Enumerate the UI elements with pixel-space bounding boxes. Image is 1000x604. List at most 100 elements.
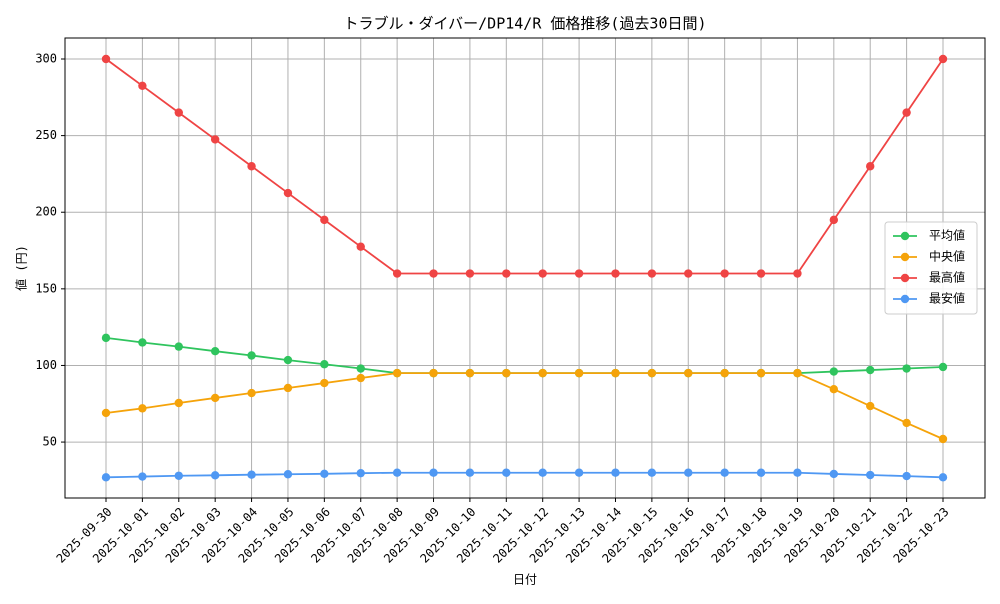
data-point [793, 368, 802, 378]
data-point [320, 469, 329, 478]
series-line [105, 58, 944, 275]
data-point [138, 404, 147, 413]
data-point [210, 135, 220, 144]
legend-label: 中央値 [929, 249, 965, 264]
data-point [866, 162, 875, 171]
y-tick-label: 200 [35, 205, 57, 219]
data-point [938, 434, 948, 444]
data-point [647, 368, 657, 378]
data-point [538, 468, 547, 477]
data-point [793, 269, 802, 278]
y-tick-label: 50 [43, 435, 57, 449]
legend-marker [900, 231, 910, 241]
data-point [538, 269, 547, 278]
data-point [938, 473, 948, 482]
data-point [611, 468, 620, 477]
data-point [356, 373, 365, 383]
data-point [429, 269, 438, 278]
y-axis-label: 値 (円) [14, 245, 29, 291]
data-point [574, 468, 584, 477]
data-point [429, 468, 438, 477]
y-tick-label: 300 [35, 51, 57, 65]
data-point [574, 368, 584, 378]
plot-frame [64, 37, 986, 499]
legend-marker [900, 294, 910, 304]
data-point [720, 468, 729, 477]
data-point [356, 364, 365, 373]
y-tick-label: 150 [35, 281, 57, 295]
data-point [101, 408, 111, 418]
data-point [756, 468, 766, 477]
data-point [938, 362, 948, 372]
data-point [174, 108, 183, 117]
data-point [210, 393, 220, 403]
legend-label: 最高値 [929, 270, 965, 285]
data-point [502, 368, 511, 378]
data-point [720, 269, 729, 278]
data-point [247, 470, 256, 479]
data-point [502, 468, 511, 477]
data-point [174, 398, 183, 408]
data-point [829, 215, 839, 225]
data-point [101, 333, 111, 343]
data-point [756, 368, 766, 378]
data-point [902, 364, 911, 373]
series-line [105, 372, 944, 440]
data-point [101, 54, 111, 64]
data-point [174, 342, 183, 351]
y-tick-label: 100 [35, 358, 57, 372]
data-point [611, 368, 620, 378]
data-point [283, 188, 293, 198]
x-axis-label: 日付 [513, 573, 537, 587]
data-point [247, 162, 256, 171]
data-point [647, 269, 657, 278]
legend-marker [900, 252, 910, 262]
legend-label: 最安値 [929, 291, 965, 306]
data-point [684, 269, 693, 278]
data-point [793, 468, 802, 477]
data-point [465, 269, 475, 278]
data-point [647, 468, 657, 477]
data-point [392, 368, 402, 378]
data-point [429, 368, 438, 378]
data-point [320, 378, 329, 388]
data-point [101, 473, 111, 482]
data-point [283, 383, 293, 393]
data-point [320, 215, 329, 225]
data-point [684, 368, 693, 378]
data-point [938, 54, 948, 64]
data-point [611, 269, 620, 278]
data-point [356, 468, 365, 478]
data-point [138, 338, 147, 347]
chart-title: トラブル・ダイバー/DP14/R 価格推移(過去30日間) [343, 15, 706, 33]
data-point [247, 351, 256, 360]
data-point [210, 347, 220, 356]
y-tick-label: 250 [35, 128, 57, 142]
data-point [247, 388, 256, 398]
data-point [465, 468, 475, 477]
data-point [829, 469, 839, 479]
data-point [829, 385, 839, 394]
data-point [829, 367, 839, 376]
legend-label: 平均値 [929, 228, 965, 243]
data-point [465, 368, 475, 378]
legend-box [884, 221, 978, 315]
data-point [174, 471, 183, 480]
data-point [720, 368, 729, 378]
data-point [392, 468, 402, 477]
data-point [138, 472, 147, 481]
data-point [902, 108, 911, 117]
data-point [866, 365, 875, 375]
data-point [320, 360, 329, 369]
series-line [105, 471, 944, 479]
data-point [574, 269, 584, 278]
data-point [356, 242, 365, 251]
data-point [502, 269, 511, 278]
data-point [866, 470, 875, 480]
data-point [138, 81, 147, 91]
data-point [210, 471, 220, 480]
data-point [538, 368, 547, 378]
data-point [392, 269, 402, 278]
data-point [902, 471, 911, 481]
